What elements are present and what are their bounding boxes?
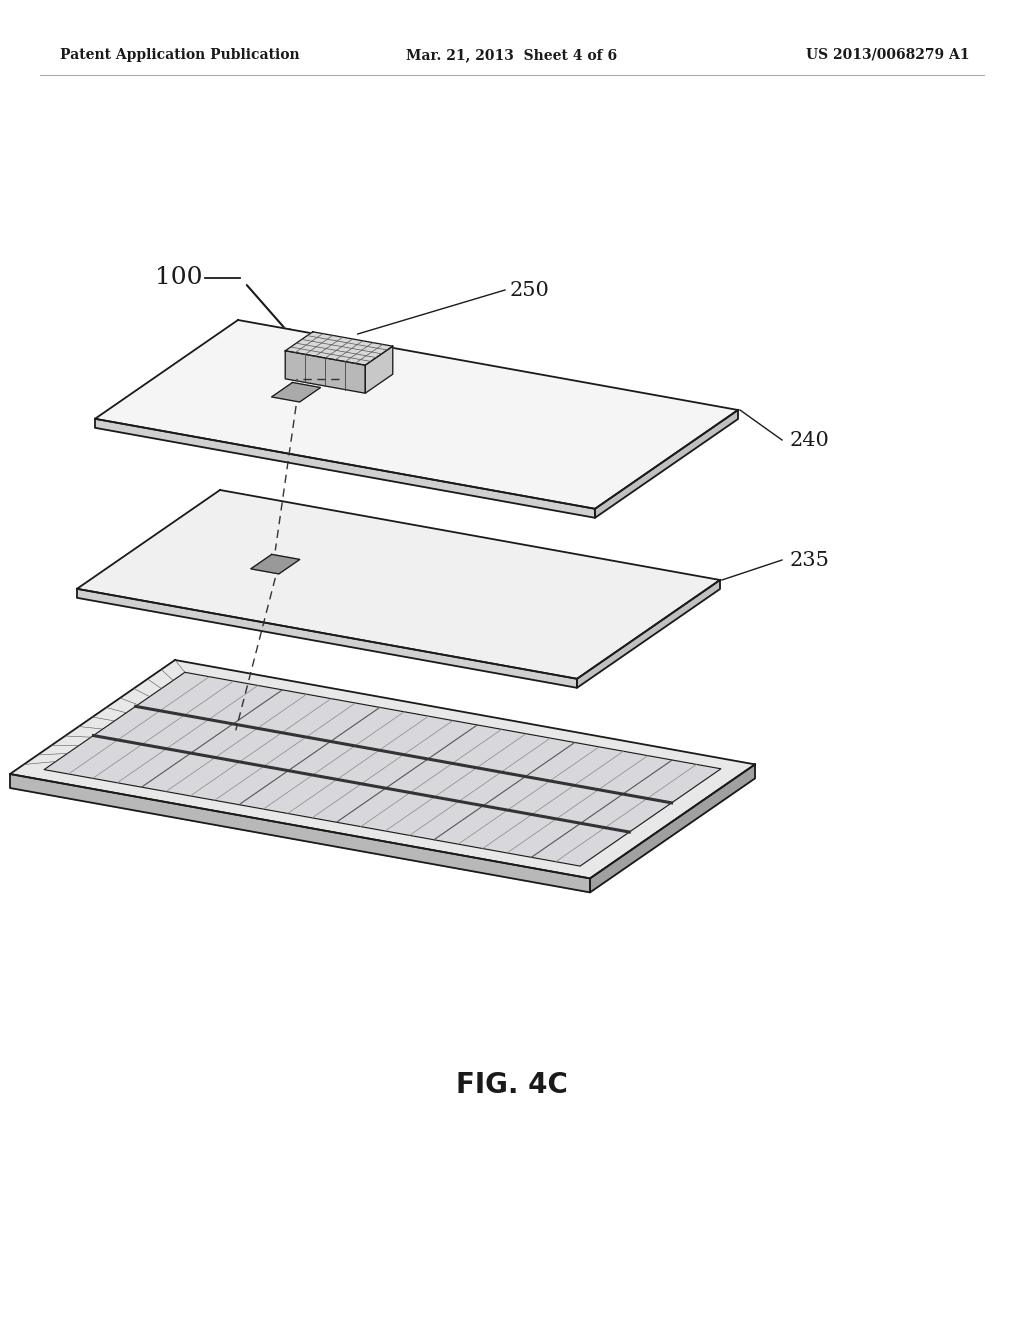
Polygon shape [251, 554, 300, 574]
Polygon shape [77, 589, 577, 688]
Text: US 2013/0068279 A1: US 2013/0068279 A1 [807, 48, 970, 62]
Text: FIG. 4C: FIG. 4C [456, 1071, 568, 1100]
Polygon shape [286, 351, 366, 393]
Polygon shape [577, 579, 720, 688]
Polygon shape [251, 554, 300, 574]
Polygon shape [95, 319, 738, 508]
Polygon shape [286, 331, 393, 366]
Polygon shape [77, 490, 720, 678]
Text: 240: 240 [790, 430, 829, 450]
Text: Patent Application Publication: Patent Application Publication [60, 48, 300, 62]
Polygon shape [95, 418, 595, 517]
Polygon shape [590, 764, 755, 892]
Text: Mar. 21, 2013  Sheet 4 of 6: Mar. 21, 2013 Sheet 4 of 6 [407, 48, 617, 62]
Text: 100: 100 [155, 267, 203, 289]
Polygon shape [366, 346, 393, 393]
Polygon shape [10, 774, 590, 892]
Polygon shape [595, 411, 738, 517]
Polygon shape [44, 672, 721, 866]
Text: 235: 235 [790, 550, 829, 569]
Polygon shape [10, 660, 755, 878]
Text: 250: 250 [510, 281, 550, 300]
Polygon shape [271, 383, 321, 403]
